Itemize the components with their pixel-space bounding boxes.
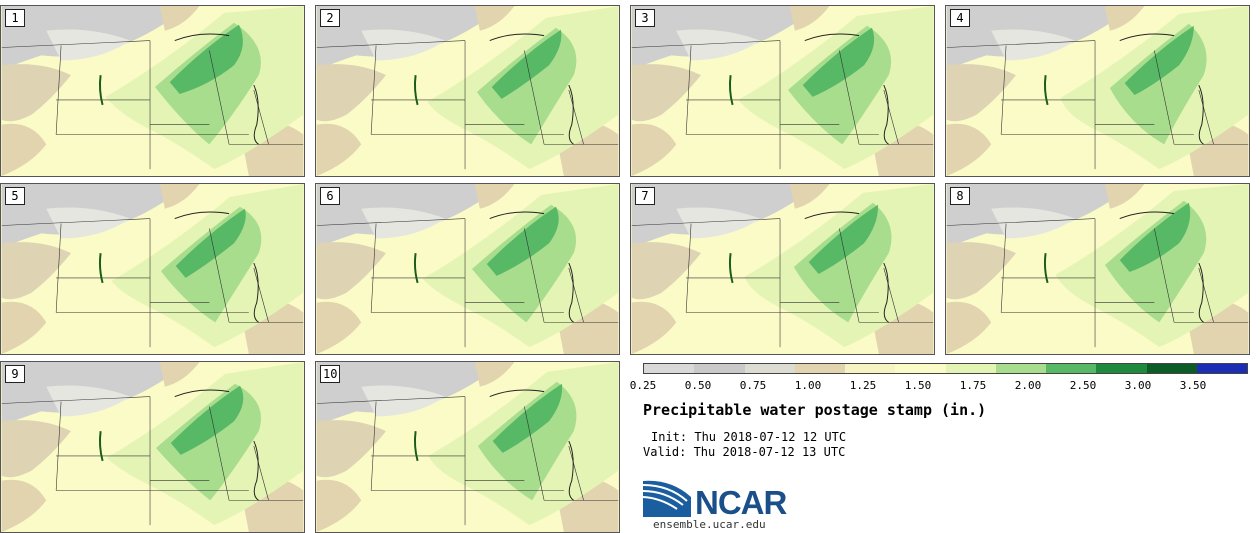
- colorbar-segment: [1096, 364, 1147, 373]
- colorbar-tick: 0.25: [629, 379, 657, 392]
- stamp-number: 1: [5, 9, 25, 27]
- precip-map: [316, 6, 619, 176]
- colorbar-segment: [995, 364, 1046, 373]
- colorbar-segment: [744, 364, 795, 373]
- colorbar: [643, 363, 1248, 374]
- precip-map: [631, 6, 934, 176]
- colorbar-tick: 3.50: [1179, 379, 1207, 392]
- stamp-number: 3: [635, 9, 655, 27]
- precip-map: [1, 6, 304, 176]
- stamp-number: 7: [635, 187, 655, 205]
- colorbar-segment: [1046, 364, 1097, 373]
- colorbar-segment: [895, 364, 946, 373]
- ncar-logo-icon: [643, 480, 691, 517]
- colorbar-segment: [845, 364, 896, 373]
- ncar-url: ensemble.ucar.edu: [653, 518, 766, 531]
- colorbar-segment: [1196, 364, 1247, 373]
- ncar-logo-text: NCAR: [695, 484, 787, 521]
- precip-map: [946, 6, 1249, 176]
- precip-map: [631, 184, 934, 354]
- colorbar-tick: 0.75: [739, 379, 767, 392]
- precip-map: [316, 362, 619, 532]
- stamp-number: 6: [320, 187, 340, 205]
- precip-map: [1, 362, 304, 532]
- stamp-number: 5: [5, 187, 25, 205]
- colorbar-tick: 0.50: [684, 379, 712, 392]
- stamp-number: 2: [320, 9, 340, 27]
- precip-map: [1, 184, 304, 354]
- colorbar-segment: [644, 364, 695, 373]
- stamp-4: 4: [945, 5, 1250, 177]
- colorbar-tick: 1.75: [959, 379, 987, 392]
- colorbar-tick: 2.50: [1069, 379, 1097, 392]
- colorbar-segment: [945, 364, 996, 373]
- stamp-number: 10: [320, 365, 341, 383]
- precip-map: [946, 184, 1249, 354]
- stamp-number: 4: [950, 9, 970, 27]
- stamp-5: 5: [0, 183, 305, 355]
- colorbar-segment: [1146, 364, 1197, 373]
- colorbar-tick: 3.00: [1124, 379, 1152, 392]
- colorbar-tick: 2.00: [1014, 379, 1042, 392]
- stamp-number: 8: [950, 187, 970, 205]
- stamp-2: 2: [315, 5, 620, 177]
- colorbar-segment: [794, 364, 845, 373]
- chart-title: Precipitable water postage stamp (in.): [643, 401, 987, 419]
- init-time: Init: Thu 2018-07-12 12 UTC: [651, 430, 847, 444]
- stamp-8: 8: [945, 183, 1250, 355]
- stamp-7: 7: [630, 183, 935, 355]
- colorbar-tick: 1.50: [904, 379, 932, 392]
- stamp-9: 9: [0, 361, 305, 533]
- stamp-number: 9: [5, 365, 25, 383]
- colorbar-tick: 1.00: [794, 379, 822, 392]
- stamp-6: 6: [315, 183, 620, 355]
- colorbar-tick: 1.25: [849, 379, 877, 392]
- colorbar-segment: [694, 364, 745, 373]
- stamp-1: 1: [0, 5, 305, 177]
- precip-map: [316, 184, 619, 354]
- stamp-3: 3: [630, 5, 935, 177]
- valid-time: Valid: Thu 2018-07-12 13 UTC: [643, 445, 846, 459]
- stamp-10: 10: [315, 361, 620, 533]
